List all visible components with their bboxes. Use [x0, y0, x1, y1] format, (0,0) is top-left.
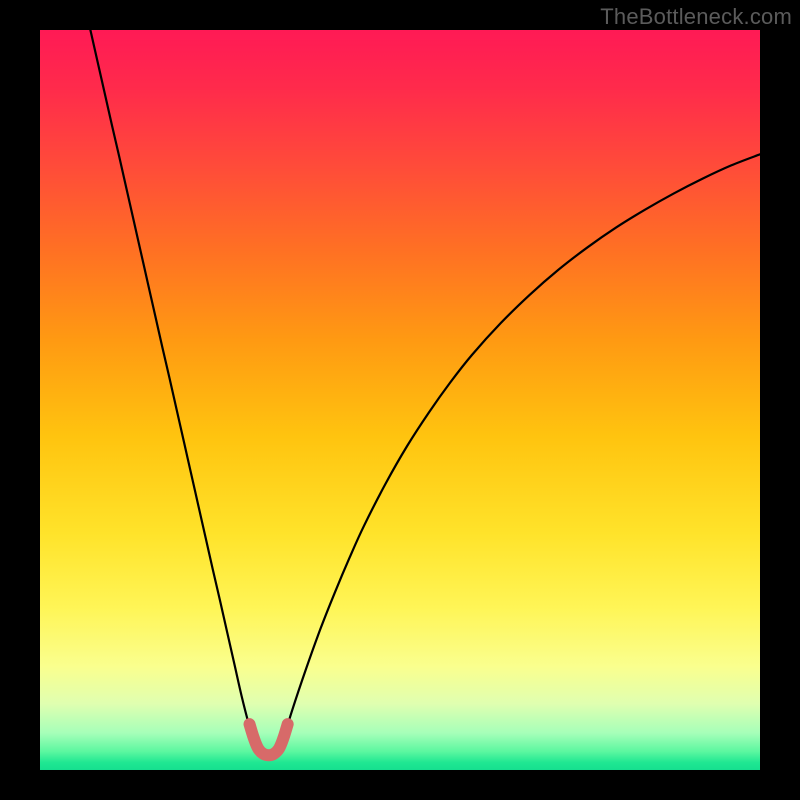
gradient-background: [40, 30, 760, 770]
plot-area: [40, 30, 760, 770]
watermark-text: TheBottleneck.com: [600, 4, 792, 30]
bottleneck-chart: [40, 30, 760, 770]
chart-container: TheBottleneck.com: [0, 0, 800, 800]
